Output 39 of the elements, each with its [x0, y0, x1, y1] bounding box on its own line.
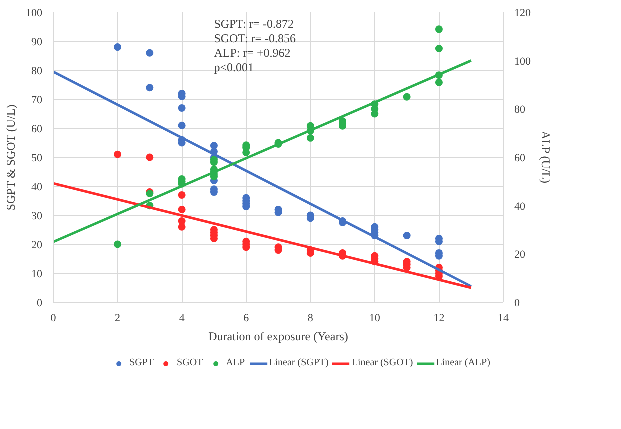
y-tick-label: 60 [32, 124, 43, 136]
x-tick-label: 0 [50, 312, 57, 324]
y-tick-label: 80 [32, 66, 43, 78]
legend-label: Linear (ALP) [436, 358, 490, 368]
y-tick-label: 50 [32, 152, 43, 164]
y-axis-title: SGPT & SGOT (U/L) [4, 104, 18, 211]
legend-label: SGOT [177, 358, 204, 368]
x-tick-label: 8 [308, 312, 314, 324]
x-tick-label: 4 [179, 312, 186, 324]
legend-label: Linear (SGPT) [269, 358, 329, 368]
x-axis-title: Duration of exposure (Years) [208, 330, 348, 344]
legend-label: ALP [226, 358, 246, 368]
annotation: SGOT: r= -0.856 [214, 32, 296, 46]
annotation: SGPT: r= -0.872 [214, 17, 294, 32]
y-tick-label: 10 [32, 268, 43, 280]
x-tick-label: 14 [498, 312, 510, 324]
legend-label: Linear (SGOT) [352, 358, 414, 368]
y2-tick-label: 20 [514, 249, 526, 262]
y2-tick-label: 80 [514, 104, 526, 116]
y-tick-label: 90 [32, 36, 43, 48]
y-tick-label: 30 [32, 210, 43, 222]
annotation: p<0.001 [214, 60, 254, 75]
y-tick-label: 40 [32, 182, 43, 194]
y-tick-label: 20 [32, 240, 43, 252]
annotation: ALP: r= +0.962 [214, 46, 291, 60]
legend-label: SGPT [130, 358, 154, 368]
y2-axis-title: ALP (U/L) [539, 131, 553, 184]
x-tick-label: 12 [434, 312, 445, 324]
x-tick-label: 2 [115, 312, 121, 324]
x-tick-label: 10 [369, 312, 381, 324]
y-tick-label: 0 [37, 298, 43, 310]
x-tick-label: 6 [244, 312, 250, 324]
y2-tick-label: 120 [514, 8, 532, 20]
y-tick-label: 70 [32, 94, 43, 106]
y2-tick-label: 0 [514, 298, 520, 310]
y2-tick-label: 60 [514, 152, 526, 164]
y2-tick-label: 100 [514, 56, 532, 68]
y-tick-label: 100 [26, 8, 43, 20]
y2-tick-label: 40 [514, 200, 526, 213]
